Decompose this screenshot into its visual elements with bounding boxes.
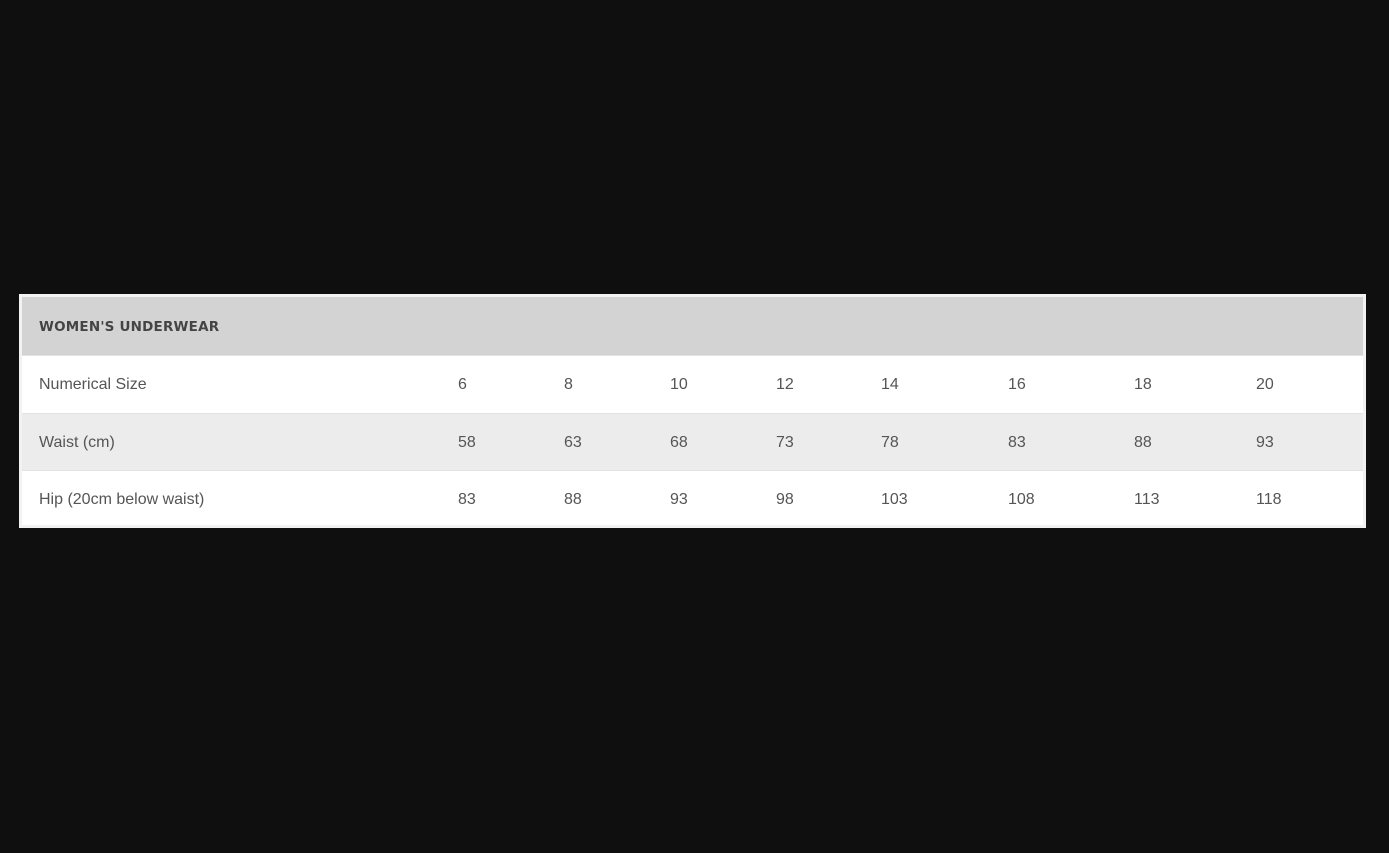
table-cell: 78 (881, 433, 899, 451)
table-title: WOMEN'S UNDERWEAR (39, 319, 220, 335)
table-cell: 10 (670, 376, 688, 393)
row-label: Waist (cm) (39, 433, 115, 451)
table-cell: 108 (1008, 491, 1035, 508)
table-cell: 12 (776, 376, 794, 393)
table-cell: 118 (1256, 491, 1282, 508)
table-cell: 93 (1256, 433, 1274, 451)
table-cell: 103 (881, 491, 908, 508)
table-cell: 83 (1008, 433, 1026, 451)
table-header: WOMEN'S UNDERWEAR (22, 297, 1363, 355)
table-cell: 88 (1134, 433, 1152, 451)
size-chart-table: WOMEN'S UNDERWEAR Numerical Size 6 8 10 12 14… (19, 294, 1366, 528)
table-cell: 88 (564, 491, 582, 508)
table-cell: 20 (1256, 376, 1274, 393)
table-cell: 93 (670, 491, 688, 508)
table-cell: 58 (458, 433, 476, 451)
table-row: Hip (20cm below waist) 83 88 93 98 103 108 113 1… (22, 470, 1363, 528)
table-cell: 16 (1008, 376, 1026, 393)
table-cell: 73 (776, 433, 794, 451)
table-cell: 6 (458, 376, 467, 393)
table-cell: 68 (670, 433, 688, 451)
row-label: Hip (20cm below waist) (39, 491, 205, 508)
table-row: Waist (cm) 58 63 68 73 78 83 88 93 (22, 412, 1363, 471)
table-cell: 8 (564, 376, 573, 393)
table-cell: 63 (564, 433, 582, 451)
table-cell: 14 (881, 376, 899, 393)
table-cell: 83 (458, 491, 476, 508)
table-cell: 98 (776, 491, 794, 508)
table-cell: 18 (1134, 376, 1152, 393)
table-row: Numerical Size 6 8 10 12 14 16 18 20 (22, 355, 1363, 413)
table-cell: 113 (1134, 491, 1160, 508)
row-label: Numerical Size (39, 376, 147, 393)
